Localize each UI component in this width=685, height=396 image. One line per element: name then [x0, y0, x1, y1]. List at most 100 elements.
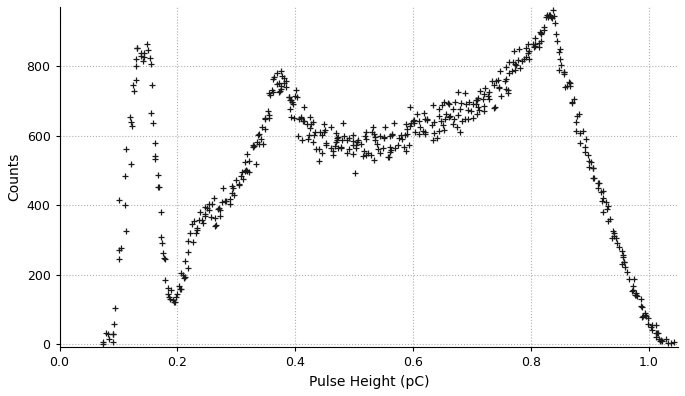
Point — [206, 214, 216, 220]
Point — [530, 43, 540, 49]
Point — [327, 152, 338, 159]
Point — [296, 137, 307, 143]
Point — [210, 223, 221, 229]
Point — [405, 123, 416, 129]
Point — [427, 122, 438, 129]
Point — [219, 198, 230, 204]
Point — [147, 82, 158, 88]
Point — [385, 147, 396, 153]
Point — [238, 175, 249, 182]
Point — [332, 137, 343, 143]
Point — [596, 197, 607, 204]
Point — [560, 84, 571, 90]
Point — [362, 149, 373, 156]
Point — [519, 56, 530, 63]
Point — [540, 13, 551, 20]
Point — [592, 180, 603, 187]
Point — [283, 94, 294, 100]
Point — [614, 244, 625, 250]
Point — [580, 144, 590, 150]
Point — [558, 69, 569, 75]
Point — [152, 172, 163, 178]
Point — [435, 118, 446, 125]
Point — [582, 152, 593, 158]
Point — [388, 120, 399, 126]
Point — [556, 61, 566, 68]
Point — [456, 118, 467, 124]
Point — [370, 134, 381, 140]
Point — [545, 12, 556, 19]
Point — [132, 45, 143, 51]
Point — [503, 59, 514, 65]
Point — [589, 175, 600, 181]
Point — [108, 339, 119, 346]
Point — [153, 183, 164, 190]
Point — [384, 154, 395, 160]
Point — [656, 337, 667, 343]
Point — [330, 139, 341, 145]
Point — [310, 145, 321, 152]
Point — [130, 55, 141, 62]
Point — [393, 135, 404, 141]
Point — [549, 13, 560, 19]
Point — [302, 135, 313, 142]
Point — [603, 218, 614, 224]
Point — [460, 101, 471, 107]
X-axis label: Pulse Height (pC): Pulse Height (pC) — [308, 375, 429, 389]
Point — [523, 50, 534, 56]
Point — [513, 46, 524, 53]
Point — [163, 291, 174, 297]
Point — [287, 101, 298, 107]
Point — [336, 137, 347, 143]
Point — [639, 312, 650, 318]
Point — [527, 40, 538, 47]
Point — [226, 183, 237, 189]
Point — [251, 139, 262, 145]
Point — [384, 144, 395, 150]
Point — [427, 136, 438, 143]
Point — [347, 142, 358, 148]
Point — [138, 50, 149, 56]
Point — [502, 90, 513, 96]
Point — [471, 101, 482, 108]
Point — [510, 62, 521, 69]
Point — [291, 87, 302, 93]
Point — [158, 255, 169, 262]
Point — [149, 139, 160, 146]
Point — [632, 293, 643, 299]
Point — [303, 132, 314, 138]
Point — [631, 291, 642, 298]
Point — [157, 240, 168, 246]
Point — [524, 48, 535, 54]
Point — [443, 101, 454, 107]
Point — [108, 331, 119, 337]
Point — [271, 81, 282, 87]
Point — [401, 121, 412, 128]
Point — [327, 147, 338, 154]
Point — [164, 294, 175, 300]
Point — [307, 139, 318, 145]
Point — [316, 132, 327, 138]
Point — [647, 327, 658, 333]
Point — [401, 131, 412, 137]
Point — [283, 94, 294, 101]
Point — [146, 110, 157, 116]
Point — [231, 177, 242, 183]
Point — [419, 129, 430, 135]
Point — [368, 131, 379, 137]
Point — [530, 35, 541, 42]
Point — [197, 217, 208, 223]
Point — [178, 275, 189, 281]
Point — [330, 130, 341, 137]
Point — [313, 146, 324, 152]
Point — [360, 133, 371, 139]
Point — [640, 312, 651, 319]
Point — [298, 104, 309, 110]
Point — [547, 7, 558, 13]
Point — [387, 131, 398, 137]
Point — [594, 179, 605, 186]
Point — [567, 99, 578, 106]
Point — [141, 40, 152, 47]
Point — [510, 67, 521, 73]
Point — [145, 61, 156, 67]
